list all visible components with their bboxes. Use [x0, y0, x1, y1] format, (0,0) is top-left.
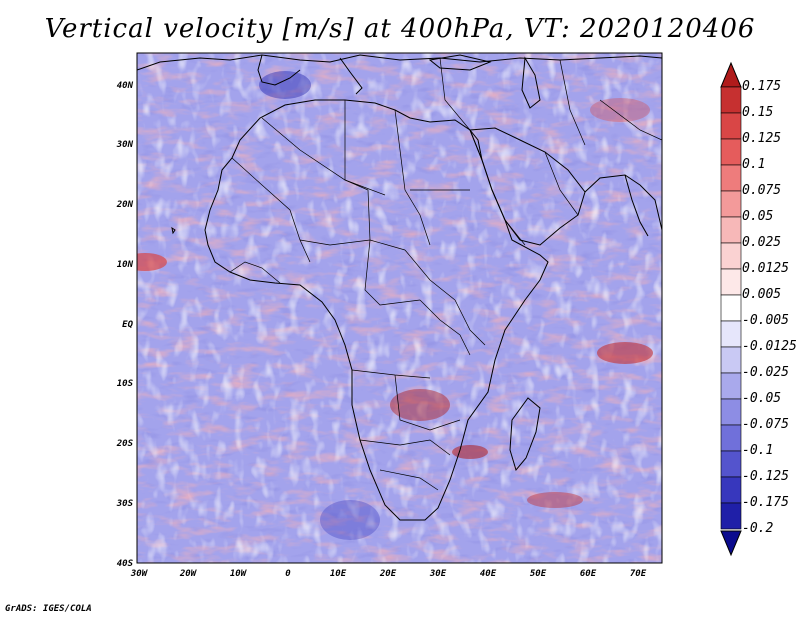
lon-label: 70E	[630, 569, 647, 579]
colorbar-label: -0.175	[742, 495, 789, 510]
colorbar-cell	[720, 268, 742, 296]
lon-label: 10W	[230, 569, 248, 579]
cape-verde	[171, 226, 176, 235]
colorbar-label: 0.125	[742, 131, 782, 146]
colorbar-label: -0.2	[742, 521, 774, 536]
colorbar-cell	[720, 138, 742, 166]
colorbar-label: -0.0125	[742, 339, 797, 354]
madagascar-coast	[509, 397, 541, 472]
coastlines	[137, 54, 662, 521]
colorbar-cell	[720, 398, 742, 426]
colorbar-label: 0.025	[742, 235, 782, 250]
colorbar-label: -0.1	[742, 443, 774, 458]
red-sea-coast	[469, 129, 483, 161]
colorbar-cell	[720, 450, 742, 478]
colorbar-label: -0.005	[742, 313, 789, 328]
lat-label: 40N	[117, 81, 134, 91]
arabia-coast	[469, 127, 586, 246]
lon-label: 30E	[429, 569, 447, 579]
lat-label: 40S	[117, 559, 134, 569]
colorbar-label: 0.075	[742, 183, 782, 198]
colorbar-cell	[720, 190, 742, 218]
lon-label: 0	[285, 569, 291, 579]
colorbar-cell	[720, 424, 742, 452]
italy-coast	[339, 57, 363, 95]
colorbar-cell	[720, 476, 742, 504]
colorbar-label: -0.125	[742, 469, 789, 484]
colorbar-label: 0.175	[742, 79, 782, 94]
colorbar-cell	[720, 86, 742, 114]
colorbar-cell	[720, 112, 742, 140]
lat-label: 10N	[117, 260, 134, 270]
colorbar-label: 0.15	[742, 105, 774, 120]
lon-axis: 30W 20W 10W 0 10E 20E 30E 40E 50E 60E 70…	[130, 569, 647, 579]
colorbar-cell	[720, 216, 742, 244]
colorbar-top-arrow	[720, 61, 742, 88]
colorbar-label: 0.1	[742, 157, 766, 172]
india-coast	[624, 174, 649, 237]
map-frame	[136, 52, 663, 564]
colorbar	[720, 61, 742, 557]
lon-label: 40E	[480, 569, 497, 579]
lat-label: 20S	[116, 439, 134, 449]
lon-label: 50E	[530, 569, 547, 579]
asia-coast	[584, 174, 662, 231]
colorbar-label: 0.0125	[742, 261, 789, 276]
lon-label: 20W	[179, 569, 198, 579]
colorbar-cell	[720, 242, 742, 270]
lat-label: 30S	[116, 499, 134, 509]
grads-credit: GrADS: IGES/COLA	[5, 604, 92, 614]
colorbar-cell	[720, 502, 742, 530]
lat-label: 20N	[116, 200, 134, 210]
lat-label: 30N	[116, 140, 134, 150]
colorbar-label: 0.05	[742, 209, 774, 224]
europe-coast	[137, 54, 662, 71]
colorbar-label: -0.025	[742, 365, 789, 380]
lat-label: 10S	[117, 379, 134, 389]
colorbar-bottom-arrow	[720, 530, 742, 557]
colorbar-cell	[720, 164, 742, 192]
borders	[229, 57, 662, 491]
lat-label: EQ	[122, 320, 133, 330]
lon-label: 30W	[130, 569, 149, 579]
velocity-field	[137, 53, 662, 563]
lon-label: 10E	[330, 569, 347, 579]
colorbar-cell	[720, 346, 742, 374]
caspian-coast	[521, 56, 541, 109]
iberia-coast	[257, 54, 301, 86]
colorbar-label: -0.05	[742, 391, 782, 406]
colorbar-cells	[720, 86, 742, 530]
black-sea-coast	[428, 54, 492, 71]
colorbar-cell	[720, 372, 742, 400]
lon-label: 60E	[580, 569, 597, 579]
colorbar-cell	[720, 320, 742, 348]
africa-coast	[204, 99, 549, 521]
colorbar-label: 0.005	[742, 287, 782, 302]
colorbar-label: -0.075	[742, 417, 789, 432]
lon-label: 20E	[379, 569, 397, 579]
lat-axis: 40N 30N 20N 10N EQ 10S 20S 30S 40S	[116, 81, 134, 569]
colorbar-cell	[720, 294, 742, 322]
map-title: Vertical velocity [m/s] at 400hPa, VT: 2…	[44, 14, 756, 44]
